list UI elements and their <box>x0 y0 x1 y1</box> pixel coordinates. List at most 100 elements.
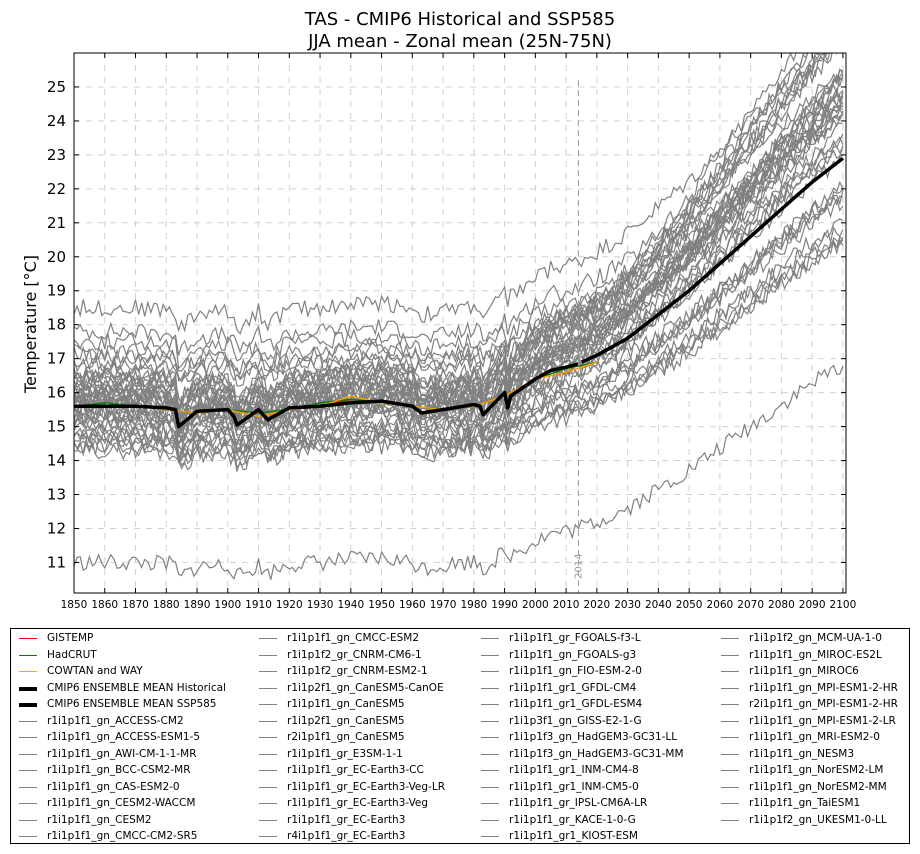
legend-label: r1i1p1f1_gn_NorESM2-LM <box>749 764 884 776</box>
legend-swatch <box>481 770 499 771</box>
model-line-r1i1p1f1_gn_MIROC-ES2L <box>74 106 844 382</box>
legend-label: r1i1p1f1_gn_CMCC-CM2-SR5 <box>47 830 198 842</box>
plot-frame <box>73 52 847 594</box>
legend-swatch <box>19 686 37 691</box>
model-line-r1i1p1f1_gr_EC-Earth3-CC <box>74 68 844 424</box>
legend-label: r1i1p1f1_gr1_INM-CM5-0 <box>509 780 639 793</box>
legend-swatch <box>721 654 739 656</box>
x-tick-label: 1930 <box>307 599 334 611</box>
legend-label: r1i1p1f1_gr_EC-Earth3 <box>287 813 406 826</box>
legend-label: r1i1p1f1_gn_BCC-CSM2-MR <box>47 764 191 776</box>
x-tick-label: 2000 <box>522 599 549 611</box>
x-tick-label: 1870 <box>122 599 149 611</box>
legend-swatch <box>259 720 277 722</box>
legend-swatch <box>19 638 37 639</box>
x-tick-label: 2060 <box>707 599 734 611</box>
legend-label: r1i1p1f1_gn_MIROC6 <box>749 665 859 677</box>
legend-label: r4i1p1f1_gr_EC-Earth3 <box>287 830 406 842</box>
legend-swatch <box>481 836 499 837</box>
y-tick-label: 23 <box>47 146 66 164</box>
model-line-r1i1p1f1_gn_MIROC6 <box>74 136 844 387</box>
y-tick-label: 16 <box>47 384 66 402</box>
model-line-r1i1p1f1_gn_TaiESM1 <box>74 105 844 427</box>
legend-label: r1i1p1f1_gr_IPSL-CM6A-LR <box>509 797 648 809</box>
x-tick-label: 2080 <box>768 599 795 611</box>
legend-label: r2i1p1f1_gn_CanESM5 <box>287 731 405 743</box>
legend-label: r1i1p1f1_gn_ACCESS-CM2 <box>47 714 184 727</box>
legend-swatch <box>19 654 37 656</box>
legend-swatch <box>481 671 499 672</box>
legend-swatch <box>259 671 277 672</box>
model-line-r1i1p1f1_gr_IPSL-CM6A-LR <box>74 53 805 418</box>
legend-label: r1i1p3f1_gn_GISS-E2-1-G <box>509 714 642 727</box>
x-tick-label: 1940 <box>337 599 364 611</box>
legend-swatch <box>721 638 739 639</box>
model-line-r1i1p1f1_gn_CESM2 <box>74 68 844 430</box>
legend-label: r1i1p1f1_gn_CAS-ESM2-0 <box>47 780 180 793</box>
legend-label: CMIP6 ENSEMBLE MEAN SSP585 <box>47 698 217 710</box>
x-tick-label: 2020 <box>584 599 611 611</box>
x-tick-label: 2050 <box>676 599 703 611</box>
legend-label: r1i1p1f3_gn_HadGEM3-GC31-MM <box>509 747 684 760</box>
legend-label: r1i1p1f1_gn_NESM3 <box>749 747 855 760</box>
model-series-group <box>74 53 844 580</box>
legend-swatch <box>19 836 37 837</box>
legend-swatch <box>481 803 499 804</box>
legend-swatch <box>259 819 277 821</box>
model-line-r1i1p1f1_gr1_GFDL-CM4 <box>74 71 844 356</box>
legend-swatch <box>259 654 277 656</box>
annotation-label: 2014 <box>573 554 584 579</box>
y-tick-label: 11 <box>47 553 66 571</box>
legend: GISTEMP HadCRUT COWTAN and WAY CMIP6 ENSEMB… <box>10 628 910 844</box>
legend-swatch <box>481 687 499 689</box>
legend-label: r1i1p1f1_gr_KACE-1-0-G <box>509 813 636 826</box>
legend-label: r1i1p1f1_gn_MIROC-ES2L <box>749 648 882 661</box>
legend-swatch <box>481 654 499 656</box>
model-line-r1i1p1f1_gn_MPI-ESM1-2-LR <box>74 180 844 462</box>
legend-swatch <box>721 803 739 804</box>
legend-label: r1i1p1f1_gn_FIO-ESM-2-0 <box>509 665 642 677</box>
x-tick-label: 1890 <box>184 599 211 611</box>
legend-swatch <box>481 720 499 722</box>
legend-label: r1i1p1f2_gr_CNRM-ESM2-1 <box>287 665 428 677</box>
y-axis-label: Temperature [°C] <box>21 255 40 394</box>
x-tick-label: 1910 <box>245 599 272 611</box>
legend-swatch <box>259 704 277 705</box>
legend-label: r1i1p1f2_gn_UKESM1-0-LL <box>749 813 887 826</box>
legend-label: r1i1p1f1_gn_MPI-ESM1-2-HR <box>749 681 898 694</box>
y-tick-label: 20 <box>47 248 66 266</box>
legend-label: CMIP6 ENSEMBLE MEAN Historical <box>47 681 226 694</box>
x-tick-label: 2040 <box>645 599 672 611</box>
legend-swatch <box>19 703 37 707</box>
legend-swatch <box>481 638 499 639</box>
legend-label: COWTAN and WAY <box>47 665 143 677</box>
x-tick-label: 1960 <box>399 599 426 611</box>
legend-swatch <box>721 786 739 788</box>
x-tick-label: 1920 <box>276 599 303 611</box>
legend-swatch <box>19 803 37 804</box>
legend-label: GISTEMP <box>47 632 94 644</box>
legend-swatch <box>259 737 277 738</box>
legend-swatch <box>19 737 37 738</box>
x-tick-label: 1860 <box>91 599 118 611</box>
legend-swatch <box>721 753 739 755</box>
model-line-r1i1p1f1_gr1_KIOST-ESM <box>74 364 844 580</box>
y-tick-label: 24 <box>47 112 66 130</box>
y-tick-label: 17 <box>47 350 66 368</box>
legend-label: r1i1p1f1_gn_AWI-CM-1-1-MR <box>47 747 197 760</box>
model-line-r1i1p1f1_gn_ACCESS-CM2 <box>74 73 844 433</box>
legend-swatch <box>19 671 37 672</box>
x-tick-label: 2070 <box>737 599 764 611</box>
chart-svg: TAS - CMIP6 Historical and SSP585 JJA me… <box>21 9 856 611</box>
legend-label: r1i1p1f1_gn_CESM2-WACCM <box>47 797 196 809</box>
legend-swatch <box>481 753 499 755</box>
x-tick-label: 1980 <box>460 599 487 611</box>
x-tick-label: 1990 <box>491 599 518 611</box>
legend-swatch <box>721 704 739 705</box>
x-tick-label: 1970 <box>430 599 457 611</box>
legend-label: r1i1p1f3_gn_HadGEM3-GC31-LL <box>509 731 678 743</box>
legend-label: r1i1p1f1_gr_EC-Earth3-Veg-LR <box>287 780 445 793</box>
legend-label: r1i1p1f1_gr1_GFDL-CM4 <box>509 681 637 694</box>
y-tick-label: 15 <box>47 418 66 436</box>
